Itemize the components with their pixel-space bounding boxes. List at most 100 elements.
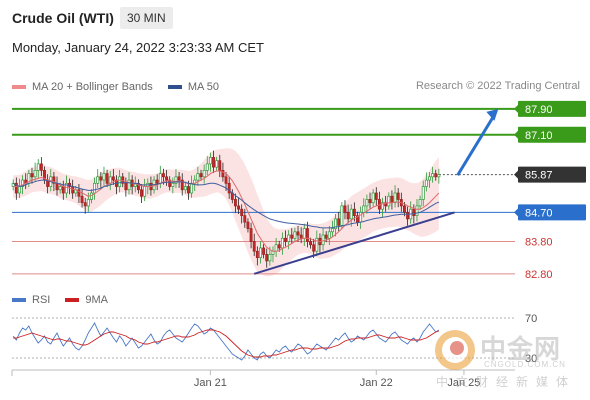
candle-body [284,237,287,242]
candle-body [340,205,344,226]
candle [284,230,287,247]
legend-item-ma20: MA 20 + Bollinger Bands [12,81,153,93]
candle-body [218,160,222,171]
candle-body [343,205,347,213]
candle [233,193,237,213]
candle [299,227,303,244]
candle [293,227,297,243]
candle [237,198,241,215]
candle [374,187,378,207]
candle-body [224,176,228,184]
candle [418,195,422,210]
candle [259,241,262,264]
candle-body [265,254,269,262]
level-tag-box [518,204,586,221]
candle-body [18,186,21,194]
candle-body [61,186,65,194]
candle-body [428,176,431,181]
candle-body [274,244,278,252]
candle-body [58,186,62,191]
candle-body [390,195,394,204]
candle-body [359,212,363,223]
candle-body [33,170,37,178]
candle-body [421,186,425,200]
candle-body [190,182,194,194]
candle-body [21,179,25,187]
watermark-subtitle: 中文财经新媒体 [436,375,577,389]
candle-body [396,192,400,200]
watermark-logo-icon [435,330,475,370]
candle-body [221,170,225,178]
candle [205,156,209,176]
candle [368,192,372,209]
candle [118,170,122,193]
candle-body [187,186,190,194]
candle-body [403,205,406,213]
candle-body [180,179,184,191]
level-tag-pointer [514,130,518,139]
candle-body [161,173,165,178]
candle-body [331,228,334,233]
level-tag-label: 83.80 [525,237,553,249]
candle-body [205,163,209,171]
level-84-70: 84.70 [12,204,586,221]
candle-body [368,199,372,204]
candle-body [334,218,338,229]
candle-body [352,208,356,216]
candle [99,171,103,188]
candle-body [243,215,247,223]
candle-body [168,179,172,187]
level-tag-label: 85.87 [525,170,553,182]
level-82-80: 82.80 [12,269,553,281]
candle [296,225,300,242]
candle-body [384,202,388,207]
legend-swatch-9ma [65,298,80,302]
price-legend: MA 20 + Bollinger Bands MA 50 [12,80,231,93]
candle-body [36,163,40,171]
candle-body [96,176,100,184]
legend-label-9ma: 9MA [85,294,109,306]
level-tag-box [518,100,586,117]
level-tag-label: 87.10 [525,130,553,142]
legend-item-9ma: 9MA [65,294,108,306]
candle-body [199,173,203,178]
candle [331,220,334,237]
candle-body [105,173,109,184]
ma20-line [13,170,440,252]
candle [424,172,428,192]
candle [315,230,319,257]
candle-body [287,234,291,242]
candle-body [39,163,43,171]
level-tag-label: 84.70 [525,207,553,219]
candle-body [299,234,303,239]
candle [77,183,81,204]
candle-body [30,173,34,178]
candle-body [215,160,219,168]
candle [155,174,159,191]
candle [434,169,438,181]
candle [406,206,410,226]
time-axis-label: Jan 25 [447,377,480,389]
candle-body [77,189,81,197]
candle [365,194,369,214]
candle [96,169,100,189]
candle [196,166,200,186]
timeframe-badge[interactable]: 30 MIN [120,7,173,29]
candle-body [268,254,272,262]
level-87-10: 87.10 [12,126,586,143]
support-trendline [253,211,455,275]
candle [30,167,34,184]
legend-label-rsi: RSI [32,294,51,306]
candle-body [387,195,391,207]
candle [183,182,187,194]
candle-body [381,202,384,210]
candle [174,169,178,189]
candle-body [14,182,18,194]
candle [140,183,143,204]
candle-body [111,176,115,181]
candle-body [280,237,284,249]
candle [105,169,109,188]
candle [262,244,266,259]
candle-body [240,208,244,216]
